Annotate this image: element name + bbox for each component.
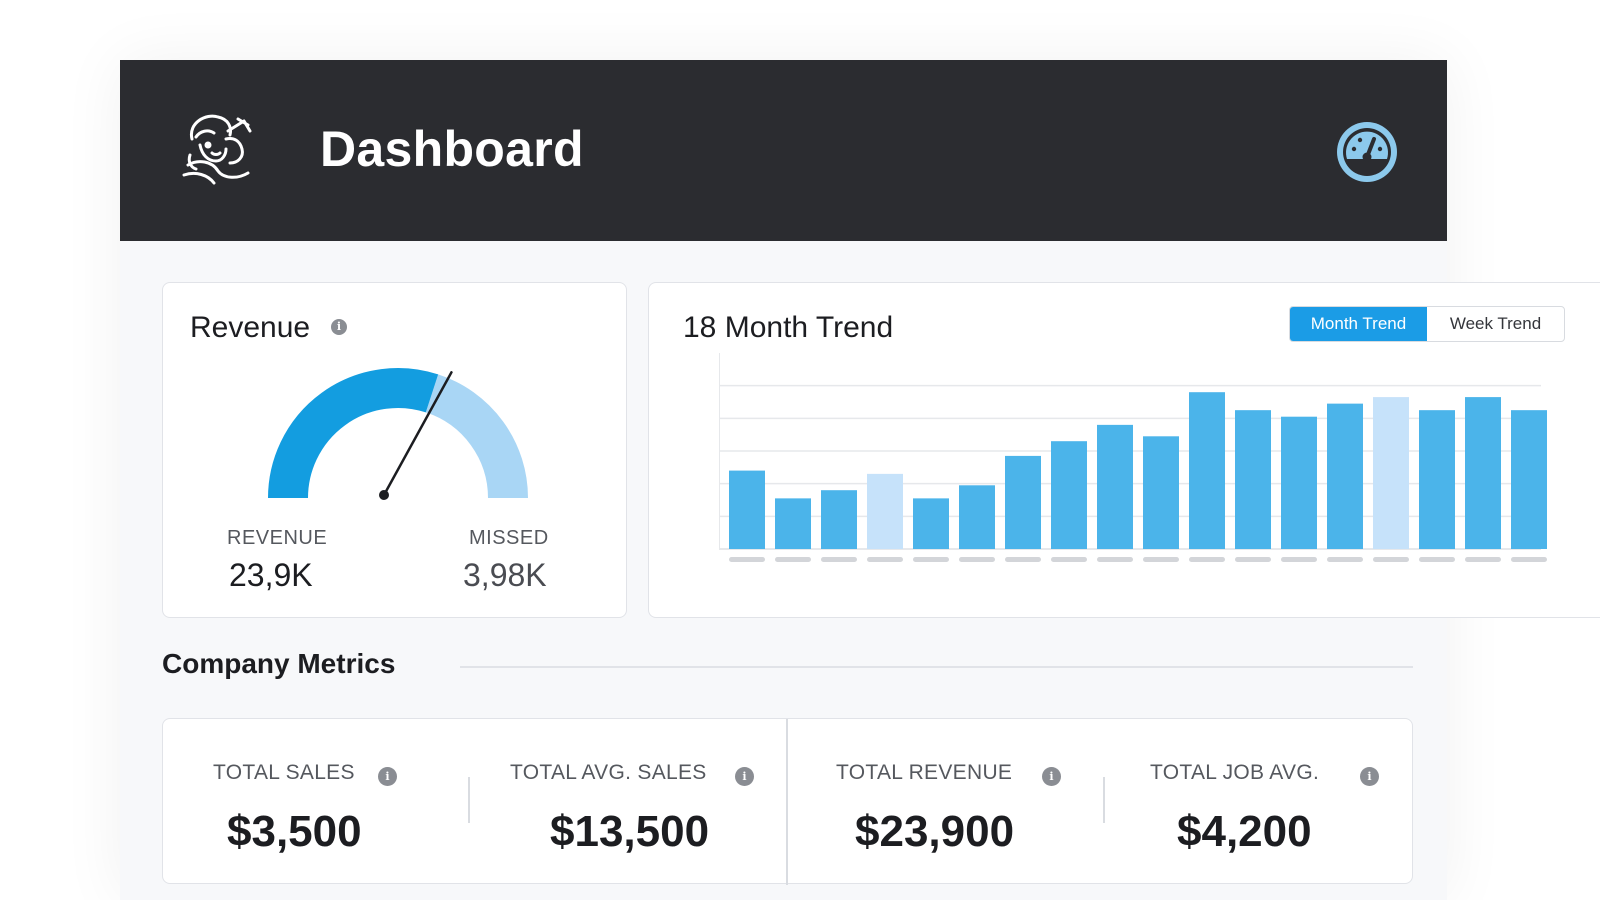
x-tick-placeholder xyxy=(913,557,949,562)
x-tick-placeholder xyxy=(1327,557,1363,562)
chart-bar[interactable] xyxy=(959,485,995,549)
chart-bar[interactable] xyxy=(1465,397,1501,549)
metric-divider xyxy=(468,777,470,823)
trend-card: 18 Month Trend Month Trend Week Trend xyxy=(648,282,1600,618)
x-tick-placeholder xyxy=(729,557,765,562)
chart-bar[interactable] xyxy=(1327,403,1363,549)
missed-value: 3,98K xyxy=(463,557,547,593)
chart-bar[interactable] xyxy=(1419,410,1455,549)
x-tick-placeholder xyxy=(959,557,995,562)
chart-bar[interactable] xyxy=(1189,392,1225,549)
revenue-gauge xyxy=(268,368,528,500)
x-tick-placeholder xyxy=(775,557,811,562)
metric-value: $4,200 xyxy=(1177,807,1312,856)
chart-bar[interactable] xyxy=(1005,455,1041,549)
x-tick-placeholder xyxy=(867,557,903,562)
x-tick-placeholder xyxy=(1189,557,1225,562)
chart-bar[interactable] xyxy=(821,490,857,549)
info-icon[interactable]: i xyxy=(378,767,397,786)
chart-bar[interactable] xyxy=(1051,441,1087,549)
x-tick-placeholder xyxy=(821,557,857,562)
x-tick-placeholder xyxy=(1373,557,1409,562)
chart-bar[interactable] xyxy=(1511,410,1547,549)
chart-bar[interactable] xyxy=(1373,397,1409,549)
week-trend-button[interactable]: Week Trend xyxy=(1449,314,1542,333)
metric-label: TOTAL REVENUE xyxy=(836,761,1013,784)
chart-bar[interactable] xyxy=(867,473,903,549)
metric-divider xyxy=(1103,777,1105,823)
x-tick-placeholder xyxy=(1097,557,1133,562)
metric-divider xyxy=(786,719,788,885)
mascot-logo-icon xyxy=(182,114,252,185)
month-trend-button[interactable]: Month Trend xyxy=(1290,307,1427,341)
revenue-card: Revenue i REVENUE 23,9K MISSED 3,98K xyxy=(162,282,627,618)
speedometer-icon[interactable] xyxy=(1334,119,1400,185)
chart-bar[interactable] xyxy=(913,498,949,549)
company-metrics-title: Company Metrics xyxy=(162,648,396,679)
gauge-missed-arc xyxy=(425,374,528,499)
metric-value: $13,500 xyxy=(550,807,710,856)
metric-total-revenue: TOTAL REVENUE i $23,900 xyxy=(788,719,1103,885)
section-divider xyxy=(460,666,1413,668)
trend-bar-chart xyxy=(719,353,1547,562)
revenue-card-title: Revenue xyxy=(190,311,311,344)
x-tick-placeholder xyxy=(1235,557,1271,562)
metric-total-avg-sales: TOTAL AVG. SALES i $13,500 xyxy=(470,719,775,885)
metric-total-sales: TOTAL SALES i $3,500 xyxy=(163,719,468,885)
metrics-card: TOTAL SALES i $3,500 TOTAL AVG. SALES i … xyxy=(162,718,1413,885)
metric-label: TOTAL SALES xyxy=(213,761,355,784)
chart-bar[interactable] xyxy=(1235,410,1271,549)
info-icon[interactable]: i xyxy=(331,319,347,335)
x-tick-placeholder xyxy=(1005,557,1041,562)
metric-value: $23,900 xyxy=(855,807,1015,856)
chart-bar[interactable] xyxy=(729,470,765,549)
x-tick-placeholder xyxy=(1051,557,1087,562)
x-tick-placeholder xyxy=(1281,557,1317,562)
x-tick-placeholder xyxy=(1143,557,1179,562)
x-tick-placeholder xyxy=(1419,557,1455,562)
metric-total-job-avg: TOTAL JOB AVG. i $4,200 xyxy=(1105,719,1410,885)
gauge-needle xyxy=(382,371,453,497)
info-icon[interactable]: i xyxy=(1360,767,1379,786)
revenue-value: 23,9K xyxy=(229,557,313,593)
metric-label: TOTAL AVG. SALES xyxy=(510,761,707,784)
top-bar: Dashboard xyxy=(120,60,1447,241)
revenue-label: REVENUE xyxy=(227,527,328,549)
gauge-revenue-arc xyxy=(268,368,439,499)
page-title: Dashboard xyxy=(320,121,584,177)
metric-label: TOTAL JOB AVG. xyxy=(1150,761,1320,784)
info-icon[interactable]: i xyxy=(735,767,754,786)
metric-value: $3,500 xyxy=(227,807,362,856)
chart-bar[interactable] xyxy=(1281,416,1317,549)
chart-bar[interactable] xyxy=(775,498,811,549)
missed-label: MISSED xyxy=(469,527,549,549)
x-tick-placeholder xyxy=(1511,557,1547,562)
info-icon[interactable]: i xyxy=(1042,767,1061,786)
chart-bar[interactable] xyxy=(1097,424,1133,549)
gauge-needle-hub xyxy=(379,490,389,500)
trend-toggle: Month Trend Week Trend xyxy=(1289,306,1565,342)
trend-card-title: 18 Month Trend xyxy=(683,311,894,344)
x-tick-placeholder xyxy=(1465,557,1501,562)
chart-bar[interactable] xyxy=(1143,436,1179,549)
